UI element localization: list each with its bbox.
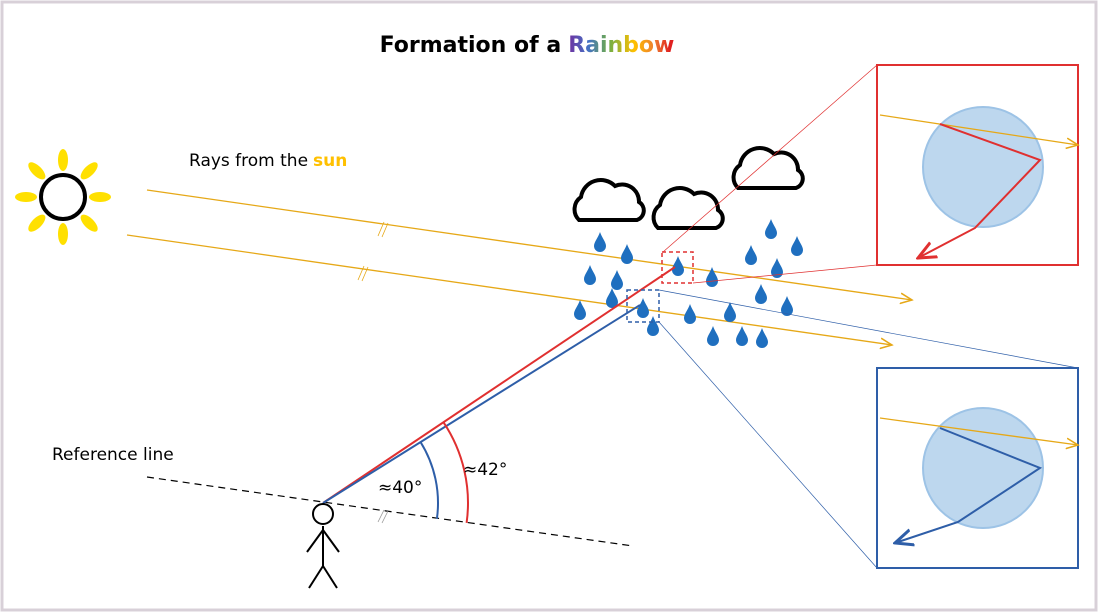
- angle-inner: ≈40°: [378, 478, 422, 498]
- sun-ray: [15, 192, 37, 202]
- title-highlight: Rainbow: [568, 33, 674, 58]
- red-zoom: [877, 65, 1078, 265]
- sun-ray: [58, 223, 68, 245]
- diagram: Formation of aRainbow Rays from thesun R…: [0, 0, 1098, 612]
- title-prefix: Formation of a: [380, 33, 562, 58]
- sun-disc: [41, 175, 85, 219]
- reference-label: Reference line: [52, 445, 174, 465]
- sun-ray: [58, 149, 68, 171]
- blue-zoom: [877, 368, 1078, 568]
- page: Formation of aRainbow Rays from thesun R…: [0, 0, 1098, 612]
- rays-label-highlight: sun: [313, 151, 347, 171]
- angle-outer: ≈42°: [463, 460, 507, 480]
- sun: [15, 149, 111, 245]
- rays-label-prefix: Rays from the: [189, 151, 308, 171]
- sun-ray: [89, 192, 111, 202]
